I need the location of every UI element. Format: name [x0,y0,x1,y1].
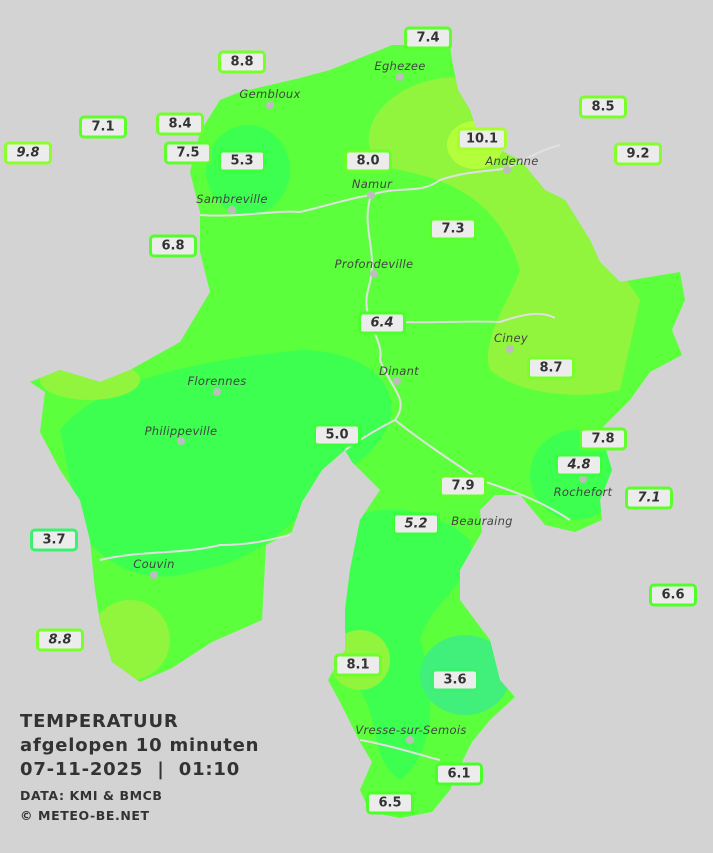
town-dot [406,736,414,744]
river-bocq [379,312,556,324]
legend-datetime: 07-11-2025 | 01:10 [20,759,241,780]
station-badge[interactable]: 8.4 [156,112,204,136]
map-legend: TEMPERATUUR afgelopen 10 minuten 07-11-2… [20,710,259,826]
station-badge[interactable]: 7.9 [439,474,487,498]
station-badge[interactable]: 8.1 [334,653,382,677]
town-dot [506,345,514,353]
station-badge[interactable]: 8.7 [527,356,575,380]
station-badge[interactable]: 9.8 [4,141,52,165]
station-badge[interactable]: 7.1 [625,486,673,510]
station-badge[interactable]: 7.4 [404,26,452,50]
river-semois [359,739,441,761]
station-badge[interactable]: 6.8 [149,234,197,258]
town-dot [503,166,511,174]
station-badge[interactable]: 9.2 [614,142,662,166]
station-badge[interactable]: 4.8 [555,453,603,477]
station-badge[interactable]: 7.1 [79,115,127,139]
town-dot [393,377,401,385]
zone-warm-couvin [90,600,170,680]
town-dot [579,475,587,483]
zone-warm-east [368,77,640,395]
legend-copyright: © METEO-BE.NET [20,808,150,823]
station-badge[interactable]: 7.5 [164,141,212,165]
station-badge[interactable]: 8.0 [344,149,392,173]
town-label-ciney: Ciney [494,331,528,345]
town-label-rochefort: Rochefort [553,485,613,499]
station-badge[interactable]: 7.8 [579,427,627,451]
town-dot [396,73,404,81]
town-label-andenne: Andenne [485,154,539,168]
town-label-gembloux: Gembloux [239,87,301,101]
town-label-florennes: Florennes [187,374,247,388]
station-badge[interactable]: 6.1 [435,762,483,786]
station-badge[interactable]: 10.1 [456,127,508,151]
town-label-philippeville: Philippeville [144,424,218,438]
town-label-profondeville: Profondeville [334,257,414,271]
town-label-vresse-sur-semois: Vresse-sur-Semois [355,723,467,737]
station-badge[interactable]: 3.7 [30,528,78,552]
station-badge[interactable]: 8.8 [218,50,266,74]
town-label-couvin: Couvin [133,557,175,571]
town-dot [150,571,158,579]
town-dot [177,437,185,445]
town-label-beauraing: Beauraing [451,514,513,528]
town-label-namur: Namur [351,177,393,191]
station-badge[interactable]: 6.6 [649,583,697,607]
legend-source: DATA: KMI & BMCB [20,788,163,803]
river-viroin [99,534,291,561]
town-dot [266,101,274,109]
legend-title: TEMPERATUUR [20,711,179,732]
station-badge[interactable]: 3.6 [431,668,479,692]
zone-warm-west [40,360,140,400]
zone-cool-south [343,509,472,780]
station-badge[interactable]: 5.3 [218,149,266,173]
town-label-dinant: Dinant [379,364,419,378]
town-dot [367,191,375,199]
station-badge[interactable]: 6.5 [366,791,414,815]
town-label-sambreville: Sambreville [196,192,268,206]
station-badge[interactable]: 5.2 [392,512,440,536]
station-badge[interactable]: 8.8 [36,628,84,652]
river-meuse [344,194,402,451]
town-label-eghezee: Eghezee [374,59,426,73]
zone-cool-west [60,350,392,577]
station-badge[interactable]: 8.5 [579,95,627,119]
legend-period: afgelopen 10 minuten [20,735,260,756]
town-dot [228,206,236,214]
town-dot [213,388,221,396]
town-dot [370,270,378,278]
station-badge[interactable]: 7.3 [429,217,477,241]
station-badge[interactable]: 5.0 [313,423,361,447]
station-badge[interactable]: 6.4 [358,311,406,335]
